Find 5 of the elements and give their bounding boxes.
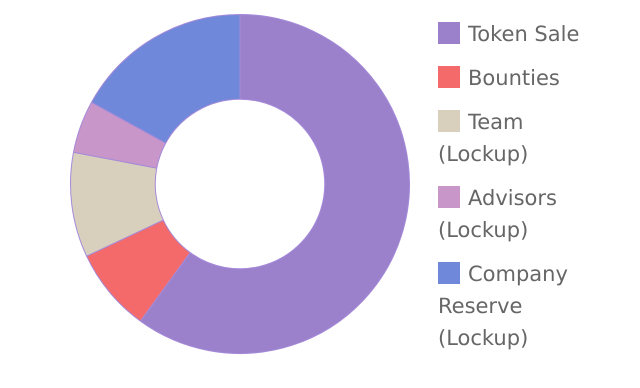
legend-label: Token Sale (467, 21, 580, 48)
legend-label: Advisors (Lockup) (438, 185, 558, 244)
legend-label: Bounties (467, 65, 561, 92)
legend-label: Team (Lockup) (438, 109, 530, 168)
legend-label: Company Reserve (Lockup) (438, 261, 569, 352)
